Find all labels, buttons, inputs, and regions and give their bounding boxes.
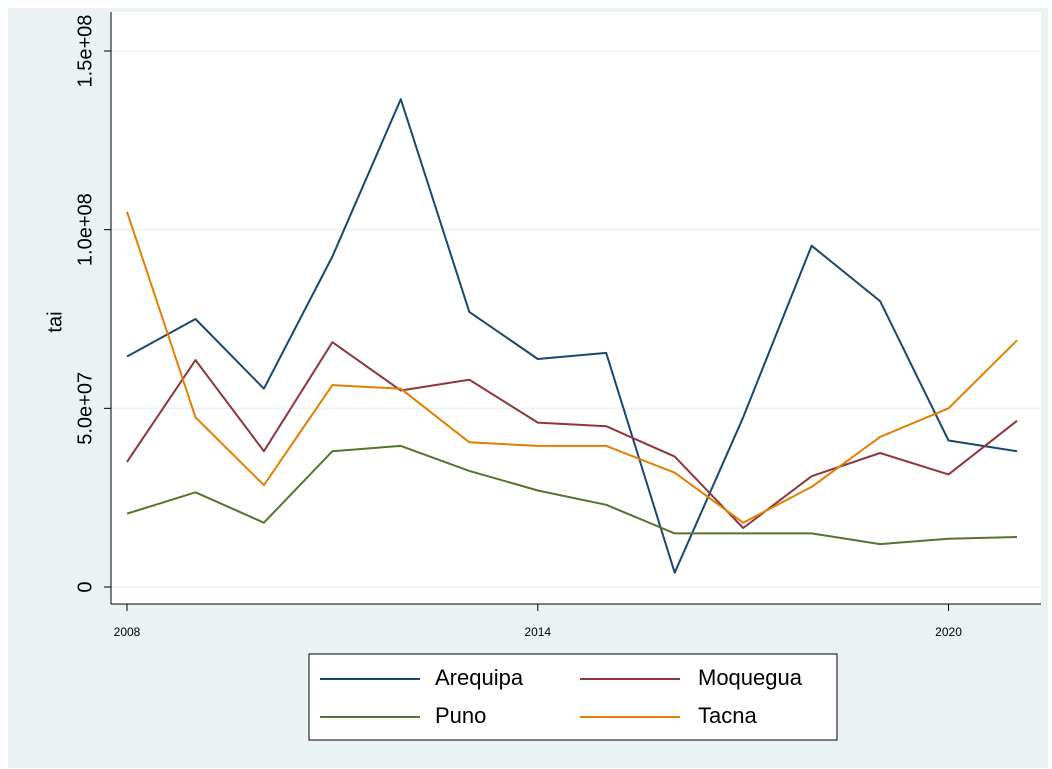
legend-item-arequipa: Arequipa	[320, 665, 524, 690]
y-tick-label: 1.0e+08	[74, 193, 96, 266]
y-tick-label: 5.0e+07	[74, 372, 96, 445]
series-line-tacna	[126, 211, 1018, 524]
series-line-arequipa	[126, 98, 1018, 574]
series-line-moquegua	[126, 341, 1018, 529]
gridlines	[111, 50, 1041, 588]
y-ticks: 0 5.0e+07 1.0e+08 1.5e+08	[74, 15, 111, 593]
y-tick-label: 1.5e+08	[74, 15, 96, 88]
x-tick-label: 2008	[114, 625, 141, 639]
axes	[110, 12, 1041, 605]
legend-item-tacna: Tacna	[580, 703, 757, 728]
plot-area	[111, 12, 1041, 604]
legend-label: Moquegua	[698, 665, 803, 690]
series-lines	[126, 98, 1018, 574]
legend-item-moquegua: Moquegua	[580, 665, 803, 690]
y-tick-label: 0	[74, 581, 96, 592]
legend-label: Arequipa	[435, 665, 524, 690]
series-line-puno	[126, 444, 1018, 546]
legend: Arequipa Moquegua Puno Tacna	[308, 653, 838, 741]
x-tick-label: 2020	[935, 625, 962, 639]
legend-label: Puno	[435, 703, 486, 728]
legend-label: Tacna	[698, 703, 757, 728]
y-axis-label: tai	[44, 311, 66, 332]
legend-item-puno: Puno	[320, 703, 486, 728]
x-ticks: 2008 2014 2020	[114, 604, 962, 639]
legend-box	[308, 653, 838, 741]
x-tick-label: 2014	[524, 625, 551, 639]
